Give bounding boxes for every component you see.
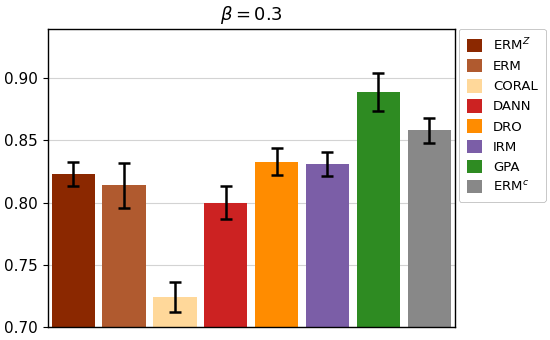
Bar bbox=[204, 203, 248, 340]
Bar bbox=[102, 185, 146, 340]
Bar bbox=[306, 164, 349, 340]
Bar bbox=[357, 92, 400, 340]
Legend: ERM$^Z$, ERM, CORAL, DANN, DRO, IRM, GPA, ERM$^c$: ERM$^Z$, ERM, CORAL, DANN, DRO, IRM, GPA… bbox=[459, 29, 546, 202]
Bar bbox=[408, 131, 451, 340]
Title: $\beta = 0.3$: $\beta = 0.3$ bbox=[220, 4, 283, 26]
Bar bbox=[255, 162, 298, 340]
Bar bbox=[153, 297, 196, 340]
Bar bbox=[52, 174, 95, 340]
